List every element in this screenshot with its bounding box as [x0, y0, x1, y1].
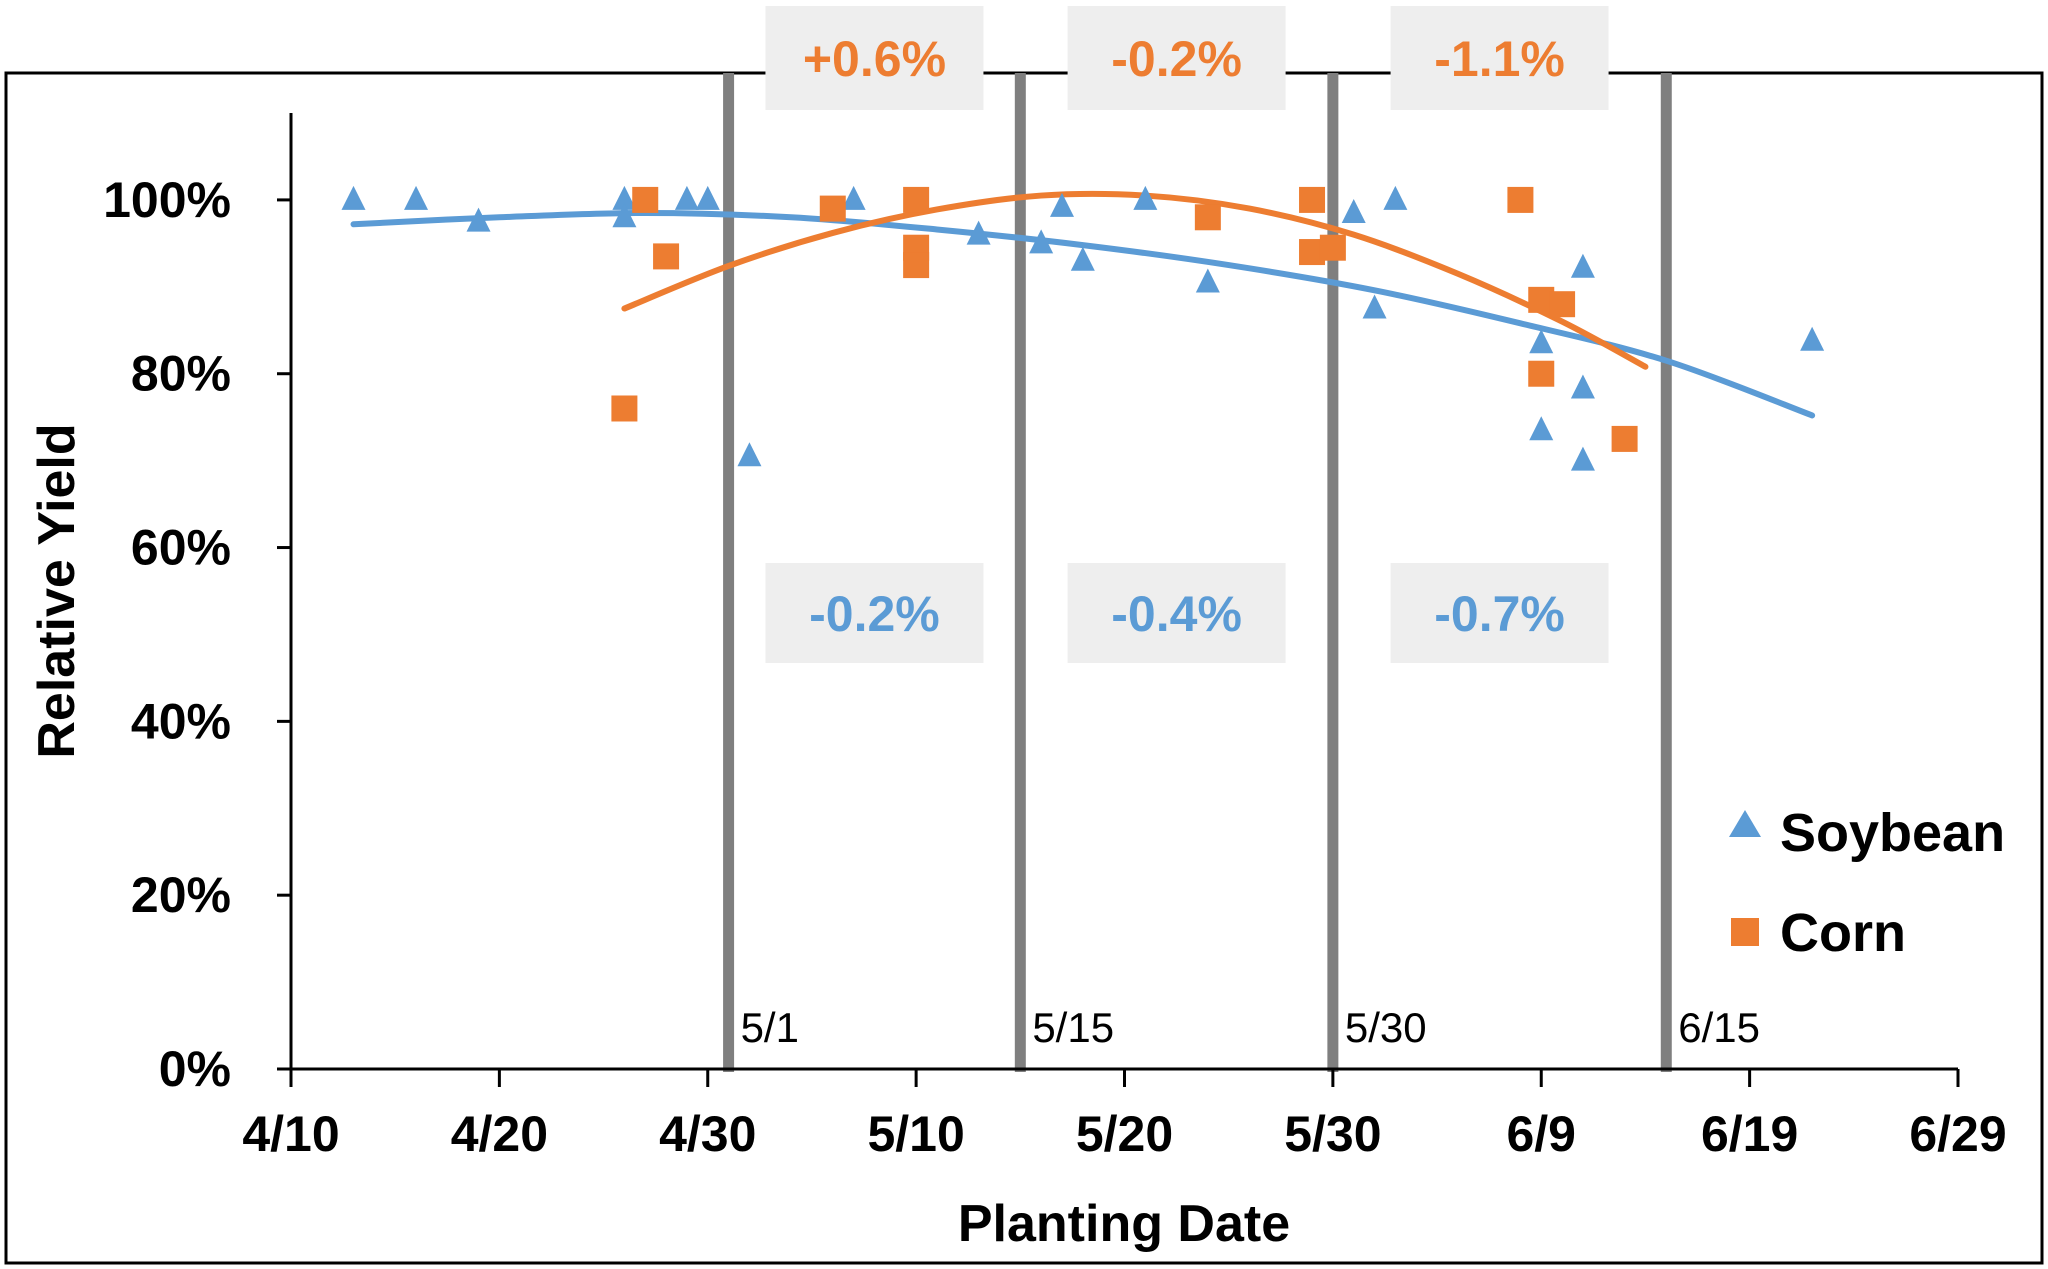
corn-point [1549, 291, 1576, 318]
soybean-point [1570, 253, 1595, 278]
y-axis-title: Relative Yield [28, 423, 86, 758]
vline-label: 6/15 [1678, 1004, 1760, 1051]
soybean-point [612, 185, 637, 210]
annotation-boxes [765, 6, 1609, 663]
y-tick-label: 60% [131, 520, 231, 576]
soybean-point [466, 207, 491, 232]
corn-point [903, 186, 930, 213]
soybean-point [1029, 229, 1054, 254]
annotation-label: -1.1% [1434, 31, 1565, 87]
soybean-point [341, 185, 366, 210]
annotation-label: -0.2% [1111, 31, 1242, 87]
x-tick-label: 6/9 [1506, 1106, 1576, 1162]
annotation-label: +0.6% [803, 31, 946, 87]
soybean-point [966, 220, 991, 245]
y-tick-label: 0% [159, 1041, 231, 1097]
annotation-box [1067, 6, 1286, 110]
corn-point [903, 252, 930, 279]
x-tick-label: 6/29 [1909, 1106, 2006, 1162]
x-axis-title: Planting Date [958, 1195, 1290, 1253]
annotation-box [1067, 563, 1286, 663]
corn-point [1319, 234, 1346, 261]
x-tick-label: 4/20 [451, 1106, 548, 1162]
x-ticks: 4/10 4/20 4/30 5/10 5/20 5/30 6/9 6/19 6/29 [242, 1069, 2007, 1162]
annotation-box [765, 563, 984, 663]
soybean-point [1529, 329, 1554, 354]
legend-corn-marker [1731, 918, 1759, 946]
corn-point [1194, 204, 1221, 231]
corn-point [653, 243, 680, 270]
corn-point [611, 395, 638, 422]
x-tick-label: 4/30 [659, 1106, 756, 1162]
corn-point [1507, 186, 1534, 213]
soybean-point [1195, 268, 1220, 293]
x-tick-label: 5/30 [1284, 1106, 1381, 1162]
corn-point [1611, 425, 1638, 452]
soybean-point [1070, 246, 1095, 271]
y-tick-label: 20% [131, 867, 231, 923]
soybean-point [1049, 192, 1074, 217]
annotation-box [765, 6, 984, 110]
soybean-point [841, 185, 866, 210]
soybean-point [1800, 326, 1825, 351]
annotation-texts: +0.6% -0.2% -1.1% -0.2% -0.4% -0.7% [803, 31, 1565, 642]
corn-point [819, 195, 846, 222]
vline-label: 5/1 [741, 1004, 799, 1051]
annotation-box [1390, 563, 1609, 663]
annotation-label: -0.2% [809, 586, 940, 642]
corn-point [1299, 186, 1326, 213]
annotation-label: -0.4% [1111, 586, 1242, 642]
soybean-point [1570, 374, 1595, 399]
y-ticks: 0% 20% 40% 60% 80% 100% [103, 172, 291, 1097]
legend-soybean-label: Soybean [1780, 803, 2005, 863]
y-tick-label: 40% [131, 693, 231, 749]
vline-label: 5/30 [1345, 1004, 1427, 1051]
x-tick-label: 4/10 [242, 1106, 339, 1162]
x-tick-label: 5/20 [1076, 1106, 1173, 1162]
x-tick-label: 6/19 [1701, 1106, 1798, 1162]
soybean-point [1362, 294, 1387, 319]
legend-soybean-marker [1729, 810, 1761, 837]
corn-point [632, 186, 659, 213]
soybean-point [695, 185, 720, 210]
soybean-point [1570, 446, 1595, 471]
soybean-point [1341, 198, 1366, 223]
data-points [341, 185, 1825, 471]
soybean-point [612, 203, 637, 228]
soybean-point [737, 442, 762, 467]
y-tick-label: 100% [103, 172, 231, 228]
legend: Soybean Corn [1729, 803, 2005, 963]
y-tick-label: 80% [131, 346, 231, 402]
soybean-point [1529, 416, 1554, 441]
legend-corn-label: Corn [1780, 903, 1906, 963]
annotation-label: -0.7% [1434, 586, 1565, 642]
annotation-box [1390, 6, 1609, 110]
vline-label: 5/15 [1032, 1004, 1114, 1051]
corn-point [1528, 360, 1555, 387]
soybean-point [674, 185, 699, 210]
soybean-point [1133, 185, 1158, 210]
soybean-point [404, 185, 429, 210]
x-tick-label: 5/10 [867, 1106, 964, 1162]
soybean-point [1383, 185, 1408, 210]
soybean-trendline [350, 209, 1816, 419]
